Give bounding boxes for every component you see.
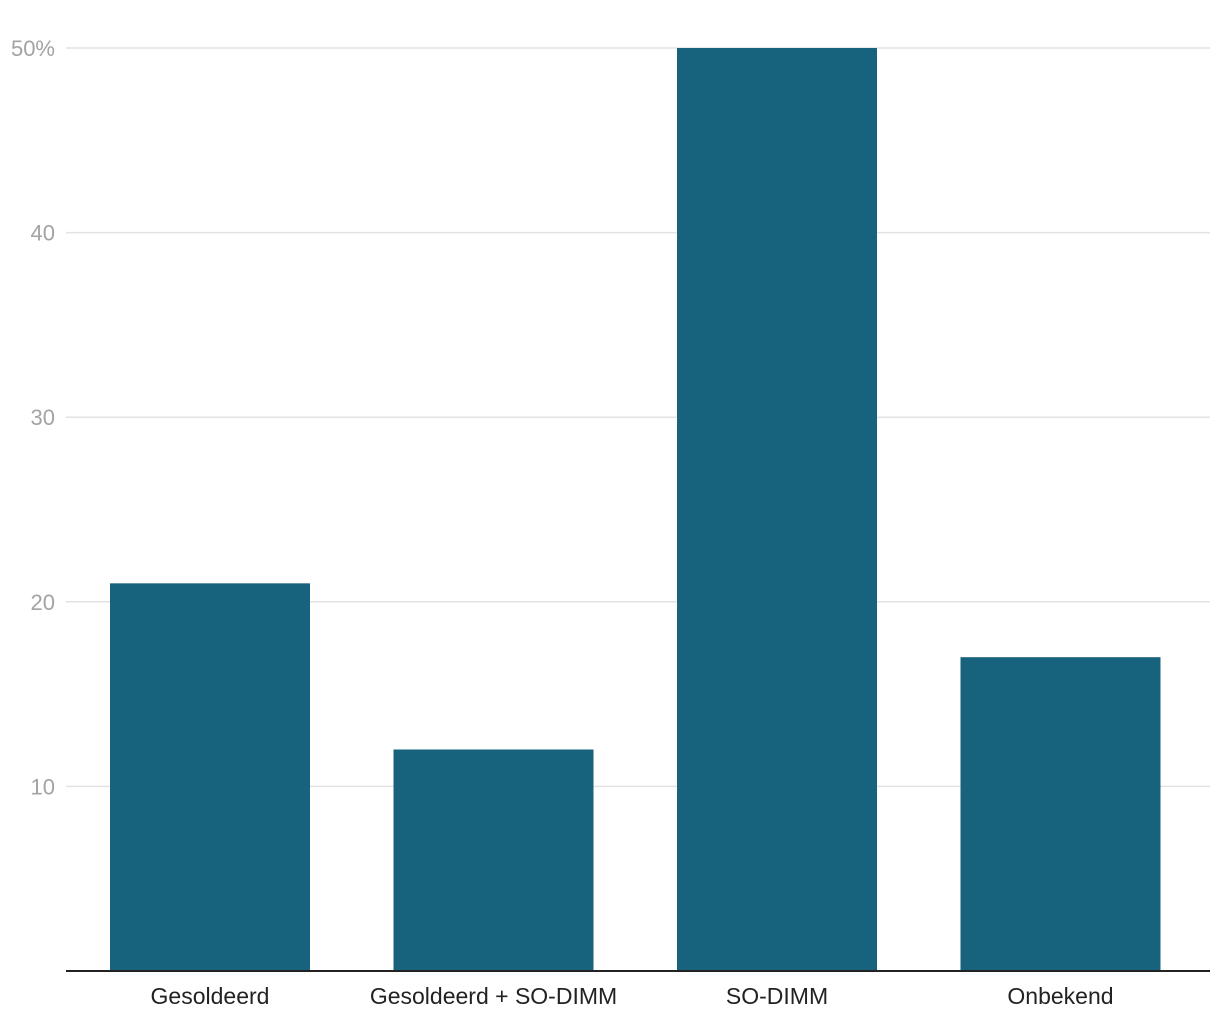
x-axis-categories: Gesoldeerd Gesoldeerd + SO-DIMM SO-DIMM Onb…: [151, 983, 1114, 1009]
y-axis-ticks: 10 20 30 40 50%: [11, 36, 55, 799]
x-category-label: Gesoldeerd + SO-DIMM: [370, 983, 617, 1009]
y-tick-label: 20: [31, 590, 55, 615]
bar-1: [110, 583, 310, 971]
y-tick-label: 40: [31, 221, 55, 246]
y-tick-label: 50%: [11, 36, 55, 61]
bar-3: [677, 48, 877, 971]
x-category-label: Onbekend: [1007, 983, 1113, 1009]
x-category-label: Gesoldeerd: [151, 983, 270, 1009]
x-category-label: SO-DIMM: [726, 983, 828, 1009]
y-tick-label: 10: [31, 774, 55, 799]
bars: [110, 48, 1161, 971]
bar-4: [960, 657, 1161, 971]
bar-2: [393, 749, 594, 971]
y-tick-label: 30: [31, 405, 55, 430]
